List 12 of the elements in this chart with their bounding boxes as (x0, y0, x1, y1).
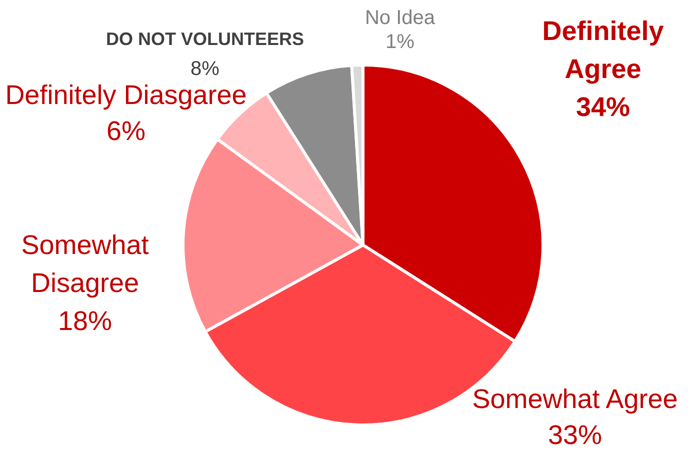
slice-label: No Idea (364, 7, 436, 29)
data-label: 18% (58, 306, 112, 336)
slice-label: DO NOT VOLUNTEERS (106, 29, 304, 49)
data-label: 6% (106, 116, 146, 146)
data-label: 8% (190, 58, 220, 80)
data-label: 1% (386, 31, 415, 53)
slice-label: Somewhat Agree (472, 384, 678, 414)
slice-label: Somewhat Disagree (21, 230, 150, 298)
slice-label: Definitely Diasgaree (5, 80, 247, 110)
slice-label: Definitely Agree (542, 16, 664, 84)
data-label: 34% (576, 92, 630, 122)
data-label: 33% (548, 420, 602, 450)
